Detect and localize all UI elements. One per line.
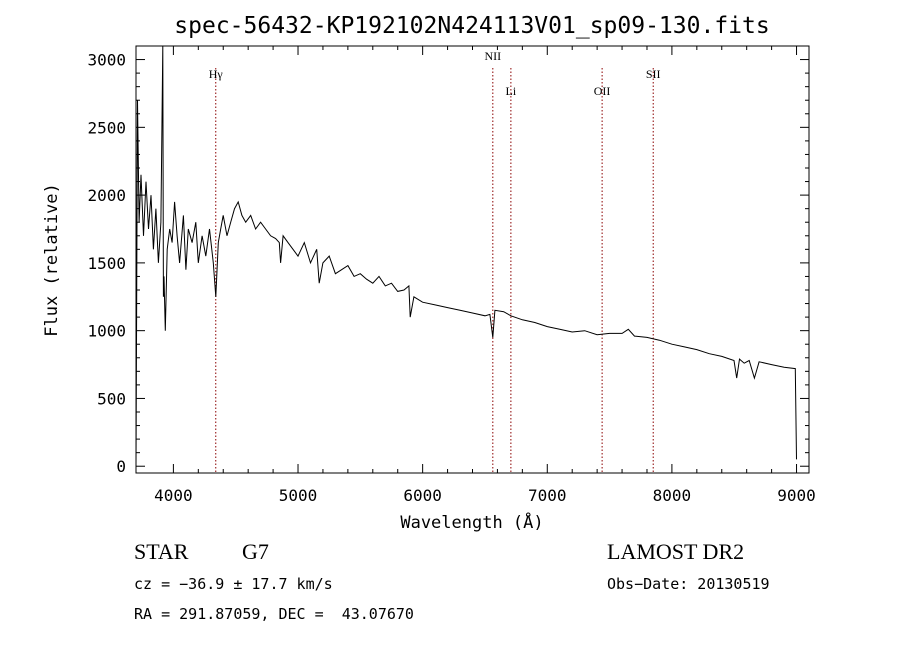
emission-lines: Hγ NII Li OII SII <box>209 49 661 473</box>
object-subclass: G7 <box>242 539 269 564</box>
x-axis-label: Wavelength (Å) <box>400 511 543 533</box>
y-tick-label: 1500 <box>87 254 126 273</box>
y-axis-ticks: 0 500 1000 1500 2000 2500 3000 <box>87 45 809 476</box>
emission-line-label: Li <box>506 84 517 98</box>
y-tick-label: 3000 <box>87 51 126 70</box>
y-tick-label: 500 <box>97 389 126 408</box>
emission-line-label: SII <box>646 67 661 81</box>
spectrum-line <box>135 45 797 467</box>
coordinates: RA = 291.87059, DEC = 43.07670 <box>134 605 414 623</box>
x-tick-label: 9000 <box>777 486 816 505</box>
redshift-value: cz = −36.9 ± 17.7 km/s <box>134 575 333 593</box>
x-tick-label: 7000 <box>528 486 567 505</box>
info-panel: STAR G7 LAMOST DR2 cz = −36.9 ± 17.7 km/… <box>134 539 770 623</box>
x-tick-label: 6000 <box>403 486 442 505</box>
survey-name: LAMOST DR2 <box>607 539 744 564</box>
chart-title: spec-56432-KP192102N424113V01_sp09-130.f… <box>174 13 769 39</box>
x-tick-label: 5000 <box>279 486 318 505</box>
y-tick-label: 0 <box>116 457 126 476</box>
emission-line-label: NII <box>484 49 501 63</box>
y-tick-label: 1000 <box>87 322 126 341</box>
y-tick-label: 2000 <box>87 186 126 205</box>
x-tick-label: 4000 <box>154 486 193 505</box>
obs-date: Obs−Date: 20130519 <box>607 575 770 593</box>
emission-line-label: Hγ <box>209 67 224 81</box>
x-axis-ticks: 4000 5000 6000 7000 8000 9000 <box>154 46 816 505</box>
object-class: STAR <box>134 539 189 564</box>
emission-line-label: OII <box>594 84 611 98</box>
x-tick-label: 8000 <box>653 486 692 505</box>
plot-frame <box>135 45 810 474</box>
y-tick-label: 2500 <box>87 118 126 137</box>
y-axis-label: Flux (relative) <box>42 183 62 337</box>
